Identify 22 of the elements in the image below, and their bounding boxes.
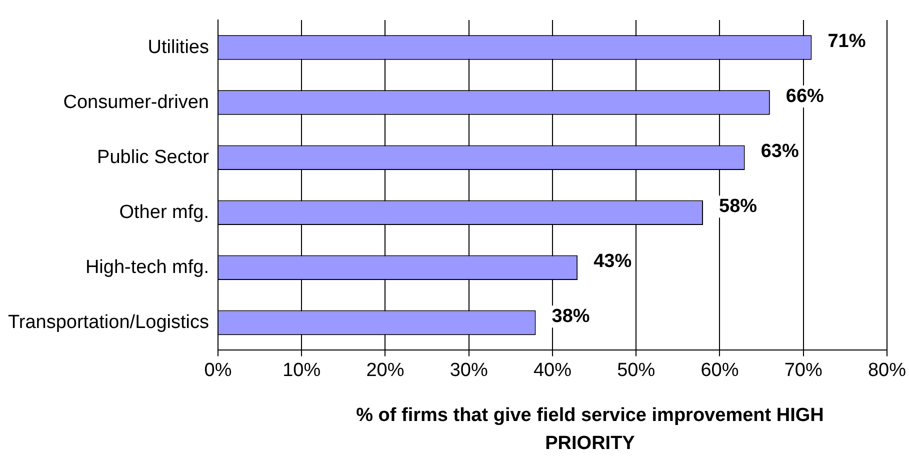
y-tick-label: Public Sector	[97, 146, 210, 168]
data-label: 71%	[828, 30, 866, 52]
y-tick-label: Consumer-driven	[63, 92, 210, 113]
y-tick-label: Utilities	[148, 36, 210, 58]
data-label: 43%	[594, 250, 632, 272]
x-tick-label: 70%	[784, 360, 822, 381]
x-axis-title: % of firms that give field service improvement HIGH PRIORITY	[355, 404, 825, 456]
y-tick-label: Transportation/Logistics	[8, 312, 210, 333]
y-tick-label: High-tech mfg.	[85, 256, 210, 278]
data-label: 63%	[760, 140, 799, 162]
x-tick-label: 20%	[366, 360, 404, 381]
data-label: 66%	[786, 86, 824, 107]
data-label: 38%	[552, 306, 590, 327]
x-tick-label: 0%	[204, 360, 232, 381]
x-tick-label: 80%	[868, 360, 906, 381]
x-tick-label: 30%	[450, 360, 488, 381]
data-label: 58%	[719, 196, 758, 217]
y-tick-label: Other mfg.	[119, 202, 210, 223]
x-tick-label: 60%	[700, 360, 739, 381]
x-tick-label: 40%	[533, 360, 572, 381]
x-tick-label: 50%	[617, 360, 656, 381]
x-tick-label: 10%	[282, 360, 321, 381]
